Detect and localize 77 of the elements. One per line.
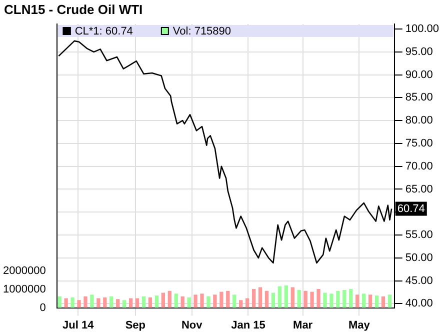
y2-tick-label: 85.00 (405, 92, 433, 104)
bar (213, 294, 217, 308)
bar (245, 298, 250, 308)
bar (148, 297, 152, 308)
bar (116, 299, 120, 308)
y2-tick-label: 80.00 (405, 114, 433, 127)
bar (84, 296, 88, 308)
y2-tick-label: 100.00 (405, 23, 440, 36)
y2-tick-label: 65.00 (405, 183, 433, 196)
bar (70, 297, 74, 308)
bar (264, 290, 269, 308)
y2-tick-label: 55.00 (405, 229, 433, 242)
bar (220, 292, 224, 308)
bar (284, 285, 288, 308)
text: 60.74 (397, 202, 425, 215)
bar (297, 290, 301, 308)
bar (161, 292, 165, 308)
bar (174, 294, 178, 308)
x-tick-label: Sep (125, 319, 146, 332)
bar (239, 300, 243, 308)
y2-tick-label: 95.00 (405, 46, 433, 58)
bar (122, 300, 126, 308)
bar (142, 296, 146, 308)
bar (187, 297, 191, 308)
bar (330, 294, 334, 308)
bar (77, 300, 81, 308)
y2-tick-label: 50.00 (405, 252, 433, 264)
legend-label: CL*1: 60.74 (74, 26, 133, 38)
y-tick-label: 0 (40, 302, 46, 314)
chart-title: CLN15 - Crude Oil WTI (4, 2, 143, 17)
bar (336, 290, 340, 308)
bar (388, 294, 392, 308)
x-tick-label: May (348, 319, 371, 332)
y2-tick-label: 70.00 (405, 160, 433, 172)
bar (103, 297, 107, 308)
bar (200, 294, 204, 308)
bar (356, 294, 360, 308)
y-tick-label: 2000000 (2, 264, 46, 277)
bar (271, 292, 276, 308)
x-tick-label: Jul 14 (62, 319, 95, 332)
bar (154, 295, 159, 308)
bar (252, 289, 256, 308)
bar (342, 290, 346, 308)
bar (278, 286, 282, 308)
bar (58, 296, 62, 308)
bar (232, 294, 236, 308)
x-tick-label: Jan 15 (231, 319, 266, 332)
bar (206, 296, 210, 308)
bar (310, 292, 314, 308)
bar (290, 287, 294, 308)
bar (180, 296, 184, 308)
bar (128, 298, 133, 308)
bar (64, 298, 68, 308)
bar (168, 290, 172, 308)
bar (381, 296, 386, 308)
bar (304, 290, 308, 308)
x-tick-label: Nov (181, 319, 204, 332)
bar (258, 287, 262, 308)
bar (96, 298, 100, 308)
bar (349, 289, 353, 308)
bar (90, 294, 94, 308)
bar (194, 294, 198, 308)
y2-tick-label: 40.00 (405, 298, 433, 310)
bar (323, 292, 327, 308)
bar (316, 289, 320, 308)
y2-tick-label: 90.00 (405, 68, 433, 81)
y2-tick-label: 45.00 (405, 274, 433, 287)
x-tick-label: Mar (293, 319, 314, 332)
bar (226, 290, 230, 308)
bar (135, 298, 140, 308)
bar (362, 294, 366, 308)
y-tick-label: 1000000 (2, 283, 46, 296)
y2-tick-label: 75.00 (405, 138, 433, 150)
legend-label: Vol: 715890 (172, 26, 232, 38)
bar (368, 294, 372, 308)
bar (110, 296, 114, 308)
bar (374, 295, 379, 308)
